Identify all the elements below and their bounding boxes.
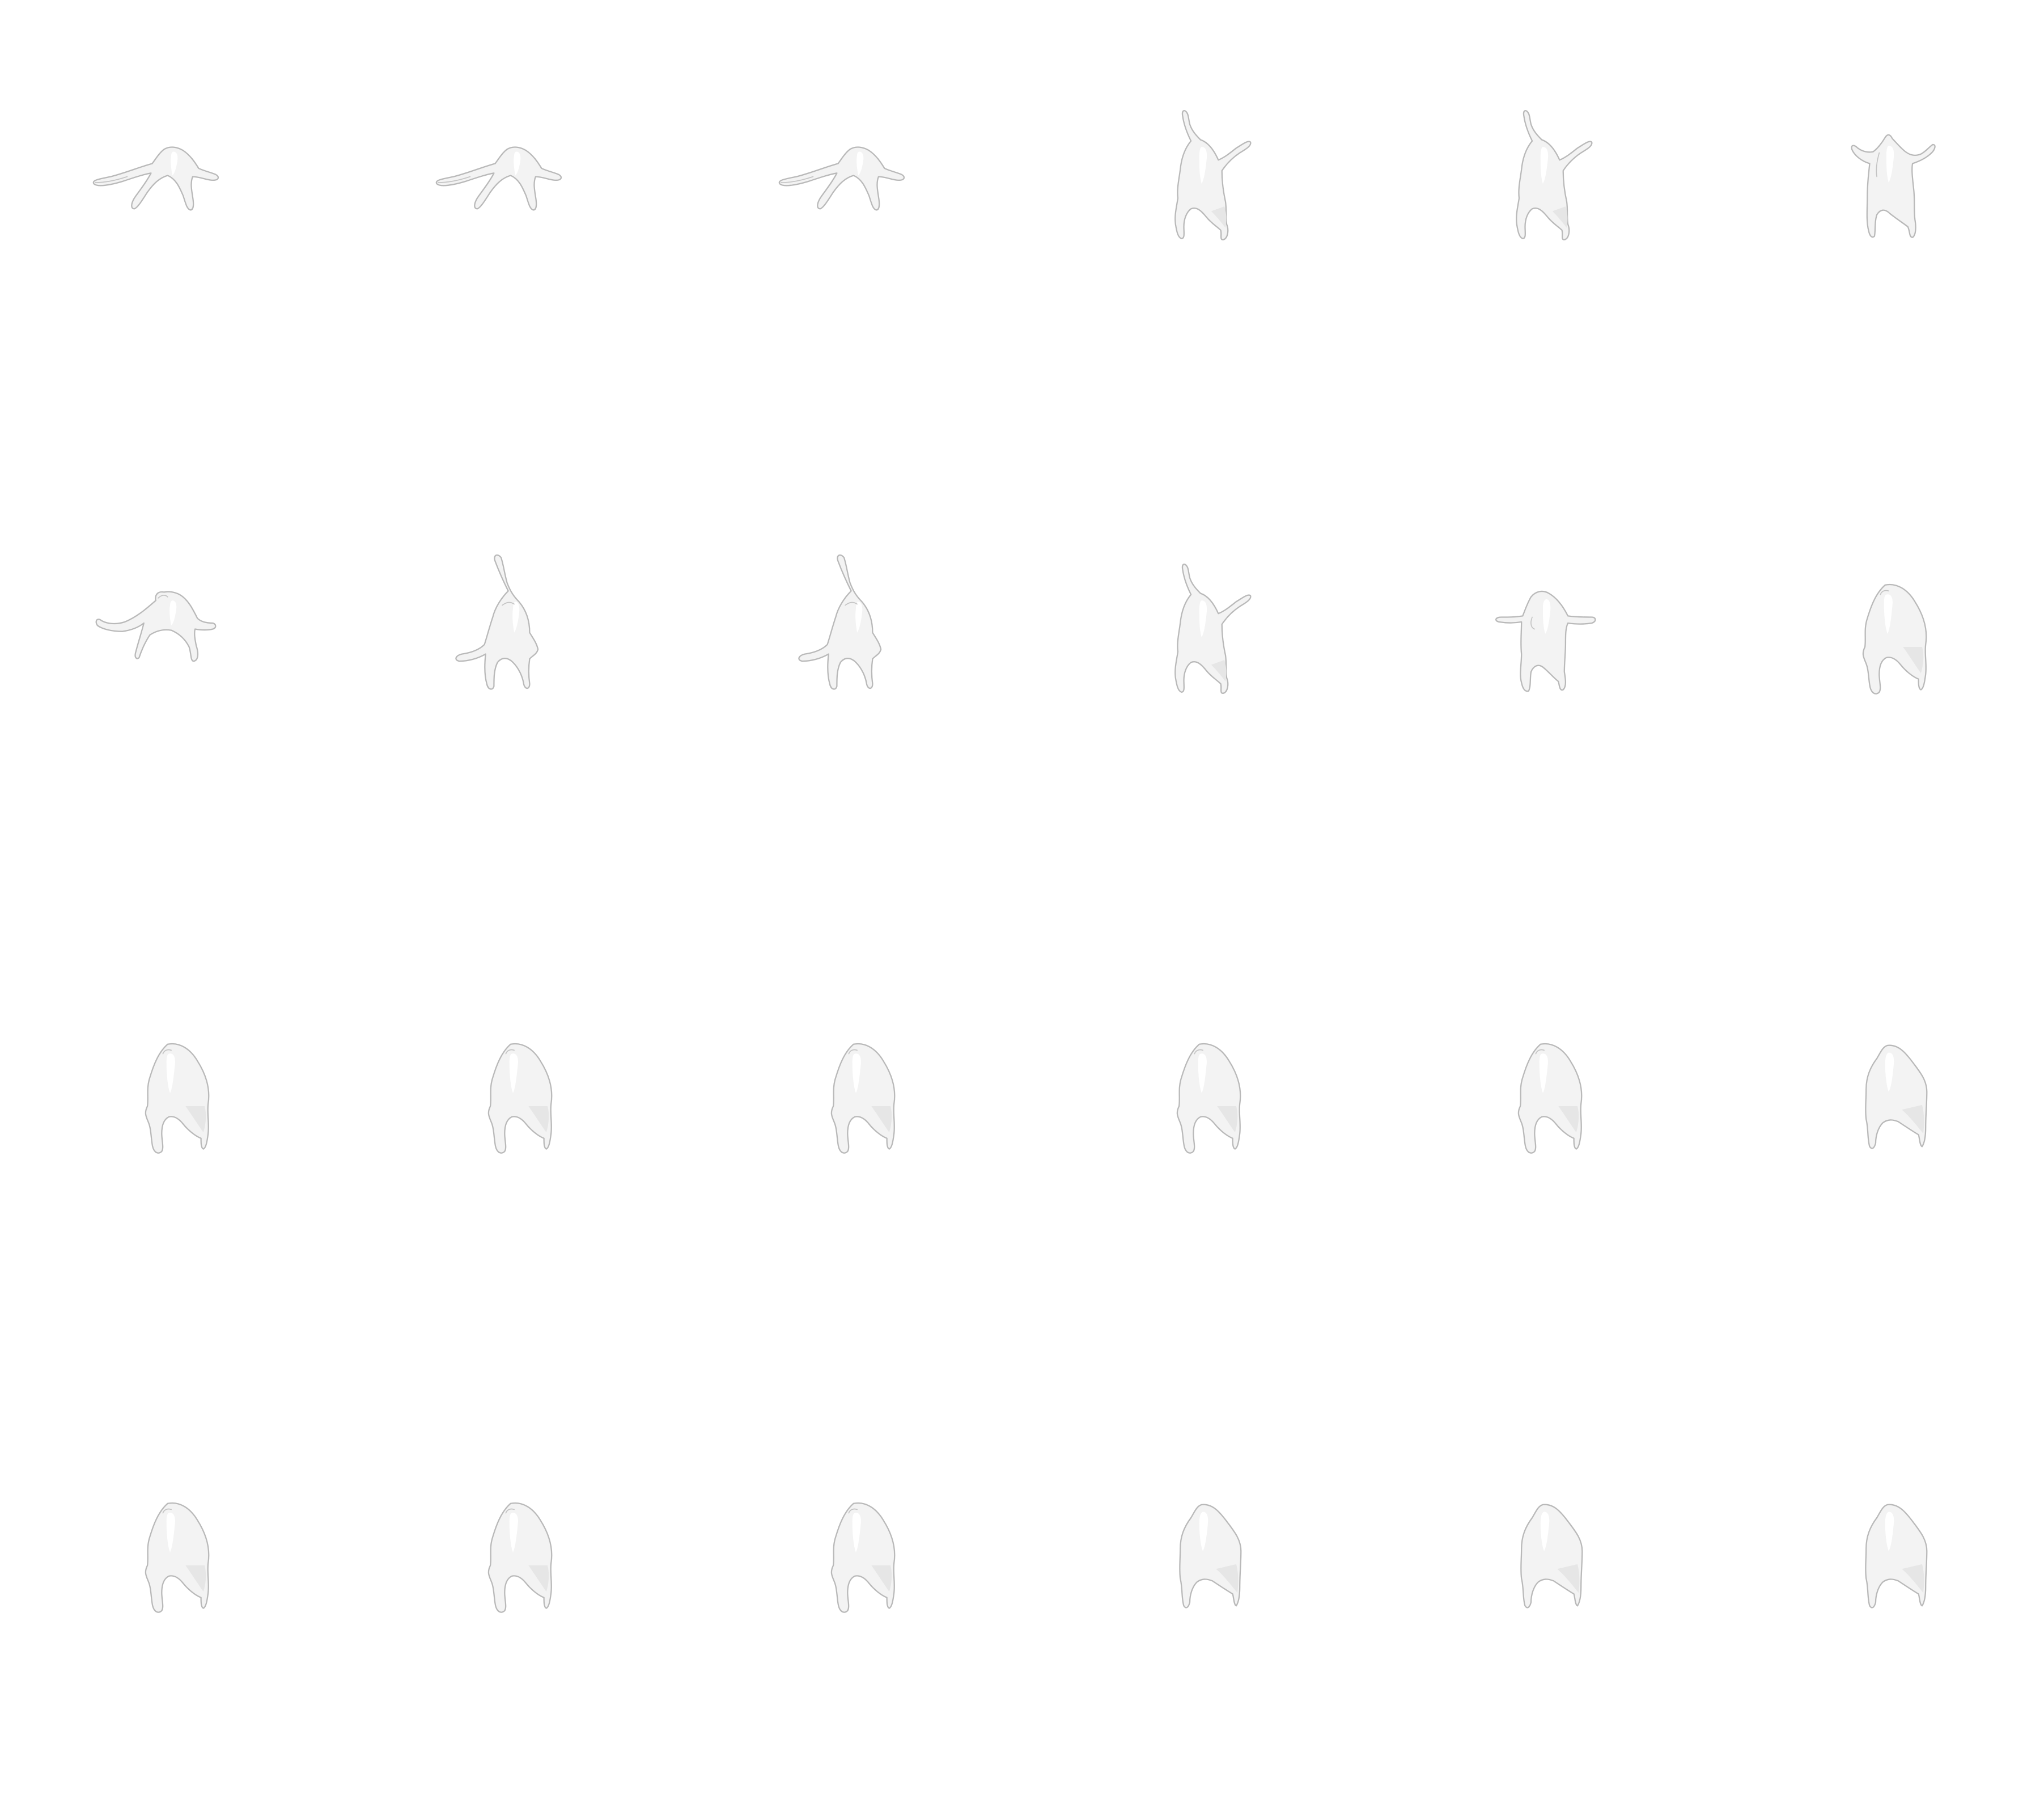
sprite-frame (1100, 79, 1304, 283)
sprite-frame (754, 992, 958, 1196)
sprite-figure-icon (455, 554, 539, 690)
sprite-figure-icon (1865, 1504, 1928, 1608)
sprite-frame (68, 992, 272, 1196)
sprite-frame (1441, 533, 1645, 737)
sprite-figure-icon (1865, 1044, 1928, 1149)
sprite-frame (1441, 79, 1645, 283)
sprite-figure-icon (145, 1502, 210, 1613)
sprite-frame (411, 992, 615, 1196)
sprite-figure-icon (435, 146, 562, 211)
sprite-frame (1786, 1451, 1990, 1656)
sprite-figure-icon (92, 146, 219, 211)
sprite-frame (1100, 992, 1304, 1196)
sprite-figure-icon (1516, 110, 1593, 241)
sprite-figure-icon (1176, 1043, 1241, 1154)
sprite-frame (68, 79, 272, 283)
sprite-frame (411, 1451, 615, 1656)
sprite-figure-icon (1495, 590, 1596, 692)
sprite-figure-icon (1179, 1504, 1242, 1608)
sprite-frame (1786, 992, 1990, 1196)
sprite-frame (1100, 533, 1304, 737)
sprite-figure-icon (830, 1043, 896, 1154)
sprite-frame (1100, 1451, 1304, 1656)
sprite-frame (754, 1451, 958, 1656)
sprite-frame (754, 79, 958, 283)
sprite-frame (68, 533, 272, 737)
sprite-figure-icon (1862, 583, 1927, 695)
sprite-frame (1441, 1451, 1645, 1656)
sprite-frame (1786, 79, 1990, 283)
sprite-figure-icon (1520, 1504, 1583, 1608)
sprite-figure-icon (1851, 134, 1936, 238)
sprite-figure-icon (830, 1502, 896, 1613)
sprite-frame (68, 1451, 272, 1656)
sprite-figure-icon (1174, 564, 1252, 695)
sprite-figure-icon (1517, 1043, 1583, 1154)
sprite-figure-icon (145, 1043, 210, 1154)
sprite-figure-icon (95, 591, 217, 662)
sprite-figure-icon (487, 1043, 553, 1154)
sprite-frame (411, 79, 615, 283)
sprite-figure-icon (798, 554, 882, 690)
sprite-frame (754, 533, 958, 737)
sprite-figure-icon (1174, 110, 1252, 241)
sprite-figure-icon (487, 1502, 553, 1613)
sprite-frame (1441, 992, 1645, 1196)
sprite-frame (1786, 533, 1990, 737)
sprite-figure-icon (778, 146, 905, 211)
sprite-frame (411, 533, 615, 737)
